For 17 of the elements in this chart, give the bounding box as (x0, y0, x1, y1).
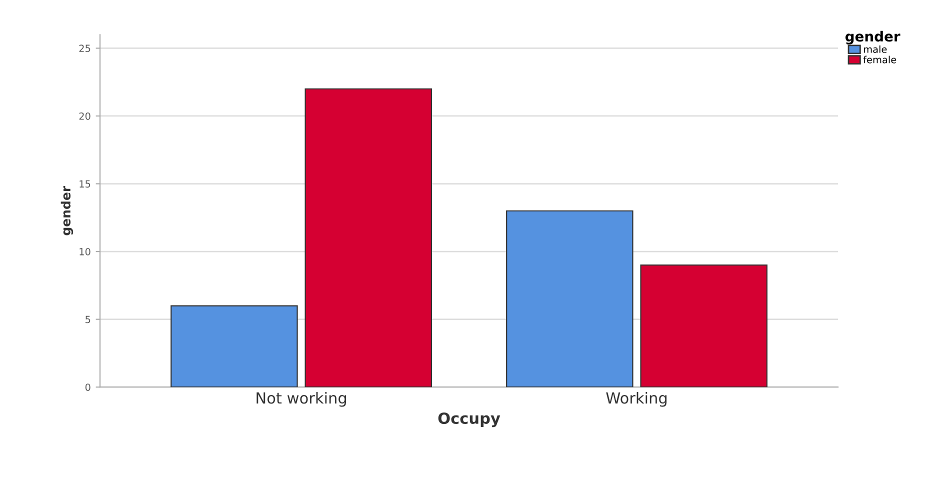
bar (170, 305, 298, 388)
y-tick-label: 10 (80, 248, 90, 256)
bar (304, 88, 432, 388)
y-axis-title: gender (60, 186, 74, 236)
y-tick-label: 0 (85, 384, 90, 391)
legend-label: female (863, 56, 896, 64)
x-axis-title: Occupy (438, 412, 500, 428)
legend-title: gender (845, 30, 900, 44)
y-tick-label: 5 (86, 316, 90, 324)
legend-label: male (864, 45, 887, 53)
bar (506, 210, 634, 388)
x-tick-label: Not working (256, 392, 346, 407)
x-tick-label: Working (606, 392, 667, 407)
y-tick-label: 20 (79, 112, 90, 120)
bar (640, 264, 768, 388)
y-tick-label: 15 (80, 180, 90, 188)
y-tick-label: 25 (79, 44, 90, 52)
